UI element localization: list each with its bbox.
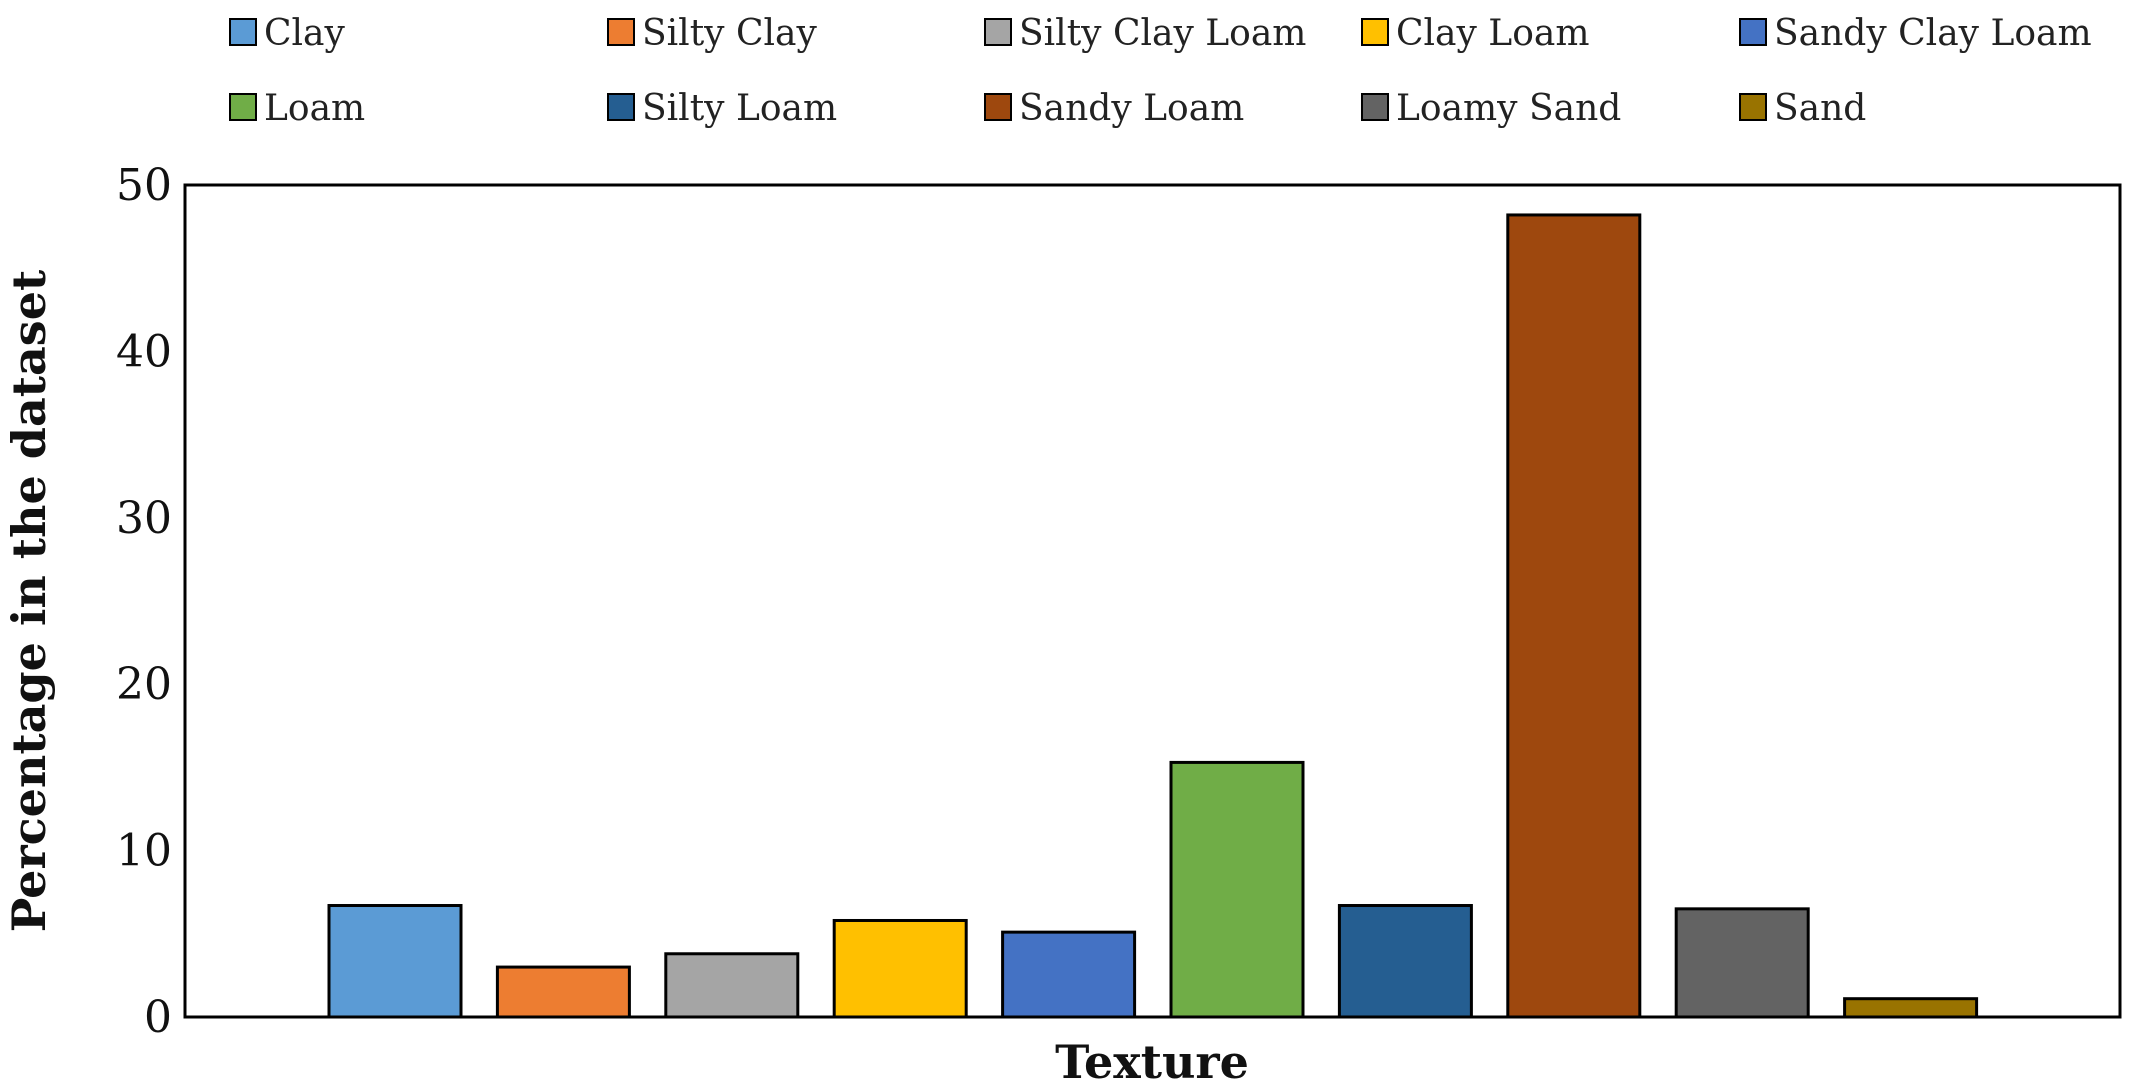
legend-item-clay: Clay	[229, 13, 346, 54]
legend-label: Silty Clay Loam	[1019, 13, 1306, 54]
y-tick-label: 20	[116, 659, 172, 710]
legend-swatch	[229, 93, 257, 121]
bar-loam	[1169, 760, 1305, 1019]
legend-item-clay-loam: Clay Loam	[1361, 13, 1589, 54]
y-axis-title: Percentage in the dataset	[2, 269, 56, 932]
y-tick-label: 0	[144, 992, 172, 1043]
legend-swatch	[607, 18, 635, 46]
legend-label: Sandy Loam	[1019, 88, 1244, 129]
bar-sandy-clay-loam	[1001, 930, 1137, 1019]
legend-item-sandy-clay-loam: Sandy Clay Loam	[1739, 13, 2092, 54]
legend-item-loam: Loam	[229, 88, 365, 129]
legend-label: Silty Loam	[642, 88, 837, 129]
bar-silty-loam	[1337, 904, 1473, 1019]
legend-item-loamy-sand: Loamy Sand	[1361, 88, 1621, 129]
legend-swatch	[1361, 18, 1389, 46]
legend-swatch	[1361, 93, 1389, 121]
legend-item-sandy-loam: Sandy Loam	[984, 88, 1244, 129]
y-tick-label: 40	[116, 326, 172, 377]
bar-clay-loam	[832, 918, 968, 1019]
bar-silty-clay	[495, 965, 631, 1019]
legend-swatch	[984, 93, 1012, 121]
legend-label: Loamy Sand	[1396, 88, 1621, 129]
legend-label: Loam	[264, 88, 365, 129]
bar-clay	[327, 904, 463, 1019]
legend-swatch	[229, 18, 257, 46]
legend: Clay Silty Clay Silty Clay Loam Clay Loam Sa…	[229, 13, 2092, 129]
bar-sand	[1843, 997, 1979, 1019]
legend-swatch	[984, 18, 1012, 46]
bar-sandy-loam	[1506, 213, 1642, 1019]
plot-area	[183, 183, 2122, 1019]
x-axis-title: Texture	[1055, 1035, 1249, 1089]
legend-label: Clay	[264, 13, 346, 54]
legend-swatch	[1739, 18, 1767, 46]
bar-silty-clay-loam	[664, 952, 800, 1019]
legend-label: Sand	[1774, 88, 1866, 129]
legend-item-silty-clay-loam: Silty Clay Loam	[984, 13, 1306, 54]
legend-item-silty-clay: Silty Clay	[607, 13, 817, 54]
legend-item-silty-loam: Silty Loam	[607, 88, 837, 129]
legend-label: Clay Loam	[1396, 13, 1589, 54]
bar-loamy-sand	[1674, 907, 1810, 1019]
y-tick-label: 50	[116, 160, 172, 211]
y-axis-ticks: 0 10 20 30 40 50	[116, 160, 172, 1043]
legend-swatch	[607, 93, 635, 121]
legend-swatch	[1739, 93, 1767, 121]
y-tick-label: 30	[116, 493, 172, 544]
legend-label: Sandy Clay Loam	[1774, 13, 2092, 54]
legend-item-sand: Sand	[1739, 88, 1866, 129]
bars-group	[327, 213, 1979, 1019]
y-tick-label: 10	[116, 826, 172, 877]
legend-label: Silty Clay	[642, 13, 817, 54]
